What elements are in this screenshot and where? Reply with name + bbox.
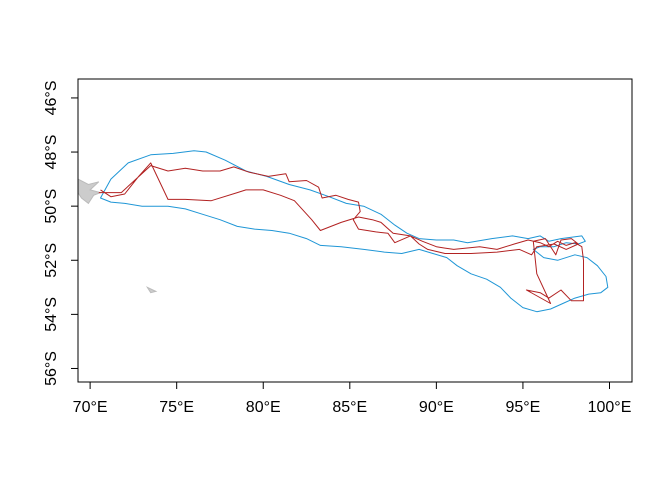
- y-tick-label: 46°S: [43, 81, 60, 116]
- land-shape-2: [145, 286, 158, 294]
- x-tick-label: 95°E: [505, 399, 540, 416]
- land-layer: [77, 178, 158, 294]
- x-tick-label: 85°E: [332, 399, 367, 416]
- x-axis: 70°E 75°E 80°E 85°E 90°E 95°E 100°E: [73, 381, 632, 416]
- y-tick-label: 56°S: [43, 351, 60, 386]
- x-tick-label: 75°E: [159, 399, 194, 416]
- y-tick-label: 50°S: [43, 189, 60, 224]
- x-tick-label: 90°E: [419, 399, 454, 416]
- track-line-1: [100, 150, 609, 313]
- land-shape-1: [77, 178, 103, 205]
- y-tick-label: 54°S: [43, 297, 60, 332]
- x-tick-label: 70°E: [73, 399, 108, 416]
- x-tick-label: 100°E: [588, 399, 632, 416]
- plot-frame: [77, 78, 633, 383]
- y-axis: 46°S 48°S 50°S 52°S 54°S 56°S: [43, 81, 79, 386]
- y-tick-label: 52°S: [43, 243, 60, 278]
- track-line-2: [98, 162, 584, 304]
- track-layer: [98, 150, 609, 313]
- x-tick-label: 80°E: [246, 399, 281, 416]
- y-tick-label: 48°S: [43, 135, 60, 170]
